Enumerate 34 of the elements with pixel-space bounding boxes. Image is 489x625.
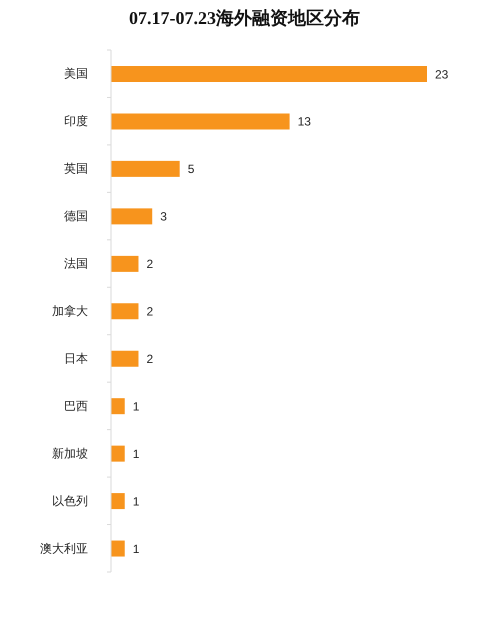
y-tick-label: 新加坡 [52,446,88,460]
data-label: 3 [160,210,168,224]
data-label: 2 [146,304,154,319]
y-tick-label: 加拿大 [52,304,88,318]
y-tick-label: 日本 [64,351,88,366]
y-tick-label: 澳大利亚 [40,541,88,556]
data-label: 23 [435,67,449,82]
y-tick-label: 以色列 [52,494,88,508]
data-label: 1 [132,494,140,508]
y-tick-label: 美国 [64,66,88,81]
chart-title: 07.17-07.23海外融资地区分布 [128,7,361,29]
bar [111,446,125,462]
bar [111,303,138,320]
data-label: 1 [132,542,140,556]
bar [111,160,180,177]
data-label: 2 [146,257,154,272]
data-label: 1 [132,399,140,414]
data-label: 5 [188,162,195,176]
y-tick-label: 德国 [64,209,88,224]
data-label: 2 [146,352,154,366]
bar [111,540,125,557]
y-tick-label: 巴西 [64,398,88,413]
bar [111,493,125,510]
bar [111,113,290,130]
y-tick-label: 英国 [64,162,88,176]
bar [111,350,138,367]
y-tick-label: 法国 [64,256,88,271]
bar [111,66,427,82]
bar [111,208,152,224]
bar [111,398,125,414]
y-tick-label: 印度 [64,114,88,128]
data-label: 13 [298,114,312,129]
data-label: 1 [132,446,140,461]
bar [111,256,138,272]
